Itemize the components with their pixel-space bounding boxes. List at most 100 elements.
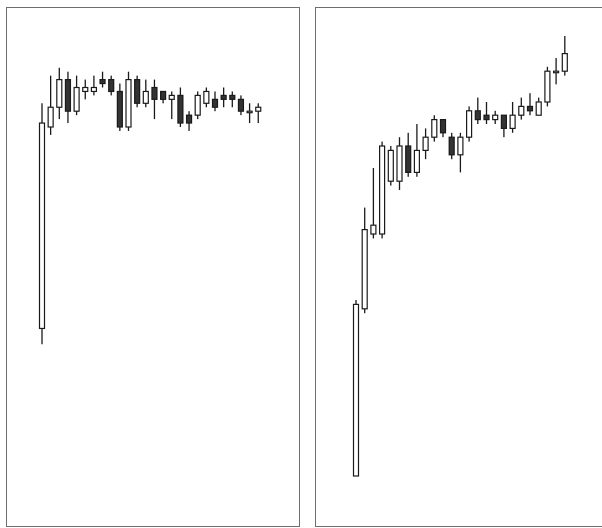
left-candle-17 bbox=[177, 87, 184, 127]
right-candle-body bbox=[448, 136, 455, 156]
left-candle-body bbox=[160, 90, 167, 100]
right-candle-body bbox=[466, 110, 473, 138]
right-candle-body bbox=[422, 136, 429, 151]
right-candle-body bbox=[387, 149, 394, 182]
right-candle-4 bbox=[378, 141, 386, 239]
left-candle-26 bbox=[255, 103, 262, 124]
right-candle-1 bbox=[352, 300, 360, 477]
left-candle-body bbox=[203, 90, 210, 104]
left-candle-7 bbox=[90, 75, 98, 96]
left-candle-body bbox=[38, 122, 46, 330]
left-candle-3 bbox=[56, 67, 63, 120]
right-candle-17 bbox=[492, 110, 499, 124]
left-candle-body bbox=[229, 94, 236, 100]
left-candle-23 bbox=[229, 91, 236, 108]
left-candle-14 bbox=[151, 79, 158, 120]
right-candle-body bbox=[413, 149, 421, 173]
right-candle-21 bbox=[526, 93, 534, 116]
right-candle-14 bbox=[466, 106, 473, 142]
left-candle-body bbox=[177, 94, 184, 124]
left-candle-21 bbox=[211, 91, 219, 112]
right-candle-8 bbox=[413, 124, 421, 177]
left-candle-body bbox=[64, 78, 72, 112]
left-candle-11 bbox=[125, 71, 132, 131]
right-candle-body bbox=[370, 224, 377, 235]
right-candle-23 bbox=[544, 66, 551, 107]
left-candle-24 bbox=[237, 95, 245, 116]
left-candle-body bbox=[142, 90, 149, 104]
left-candle-body bbox=[125, 78, 132, 128]
left-candle-body bbox=[90, 86, 98, 93]
candlestick-chart-right bbox=[352, 36, 568, 477]
left-candle-5 bbox=[73, 75, 80, 116]
right-candle-3 bbox=[370, 168, 377, 239]
right-candle-16 bbox=[483, 102, 490, 124]
right-candle-13 bbox=[457, 132, 464, 173]
chart-panel-left bbox=[6, 7, 300, 527]
left-candle-body bbox=[47, 106, 54, 128]
left-candle-15 bbox=[160, 90, 167, 104]
left-candle-body bbox=[246, 110, 253, 114]
right-candle-body bbox=[457, 136, 464, 156]
left-candle-2 bbox=[47, 75, 54, 135]
left-candle-18 bbox=[185, 111, 193, 131]
right-candle-2 bbox=[361, 207, 368, 314]
right-candle-body bbox=[561, 52, 568, 72]
left-candle-body bbox=[116, 90, 123, 128]
left-candle-22 bbox=[220, 87, 227, 108]
right-candle-22 bbox=[535, 97, 542, 116]
left-candle-10 bbox=[116, 83, 123, 131]
right-candle-10 bbox=[431, 115, 438, 142]
left-candle-25 bbox=[246, 103, 253, 124]
left-candle-13 bbox=[142, 79, 149, 108]
left-candle-12 bbox=[134, 75, 141, 108]
left-candle-8 bbox=[99, 71, 106, 88]
right-candle-body bbox=[492, 114, 499, 121]
right-candle-body bbox=[405, 145, 412, 173]
left-candle-19 bbox=[194, 91, 201, 120]
left-candle-body bbox=[194, 94, 201, 116]
left-candle-body bbox=[151, 86, 158, 100]
right-candle-24 bbox=[553, 58, 560, 85]
right-candle-19 bbox=[509, 102, 516, 133]
left-candle-body bbox=[99, 78, 106, 85]
right-candle-body bbox=[352, 303, 360, 477]
right-candle-body bbox=[378, 145, 386, 235]
right-candle-9 bbox=[422, 128, 429, 160]
candlestick-chart-left bbox=[38, 67, 262, 345]
right-candle-20 bbox=[518, 97, 525, 120]
left-candle-9 bbox=[108, 75, 115, 96]
right-candle-body bbox=[526, 105, 534, 112]
right-candle-body bbox=[500, 114, 507, 129]
left-candle-body bbox=[255, 106, 262, 112]
left-candle-body bbox=[108, 78, 115, 93]
right-candle-6 bbox=[396, 137, 403, 190]
right-candle-body bbox=[535, 101, 542, 116]
right-candle-body bbox=[396, 145, 403, 182]
right-candle-body bbox=[483, 114, 490, 121]
left-candle-16 bbox=[168, 91, 175, 120]
left-candle-4 bbox=[64, 71, 72, 124]
left-candle-6 bbox=[82, 79, 89, 100]
left-candle-body bbox=[237, 98, 245, 112]
right-candle-body bbox=[474, 110, 481, 121]
chart-panel-right bbox=[315, 7, 602, 527]
right-candle-15 bbox=[474, 97, 481, 124]
left-candle-body bbox=[220, 94, 227, 100]
right-candle-body bbox=[439, 118, 447, 134]
left-candle-body bbox=[185, 114, 193, 124]
right-candle-11 bbox=[439, 118, 447, 138]
right-candle-body bbox=[544, 70, 551, 103]
right-candle-18 bbox=[500, 114, 507, 138]
right-candle-7 bbox=[405, 132, 412, 177]
right-candle-body bbox=[431, 118, 438, 138]
right-candle-body bbox=[509, 114, 516, 129]
left-candle-body bbox=[73, 86, 80, 112]
right-candle-body bbox=[518, 105, 525, 116]
right-candle-12 bbox=[448, 132, 455, 160]
right-candle-25 bbox=[561, 36, 568, 76]
left-candle-20 bbox=[203, 87, 210, 108]
left-candle-body bbox=[82, 86, 89, 93]
left-candle-body bbox=[211, 98, 219, 108]
left-candle-1 bbox=[38, 103, 46, 345]
